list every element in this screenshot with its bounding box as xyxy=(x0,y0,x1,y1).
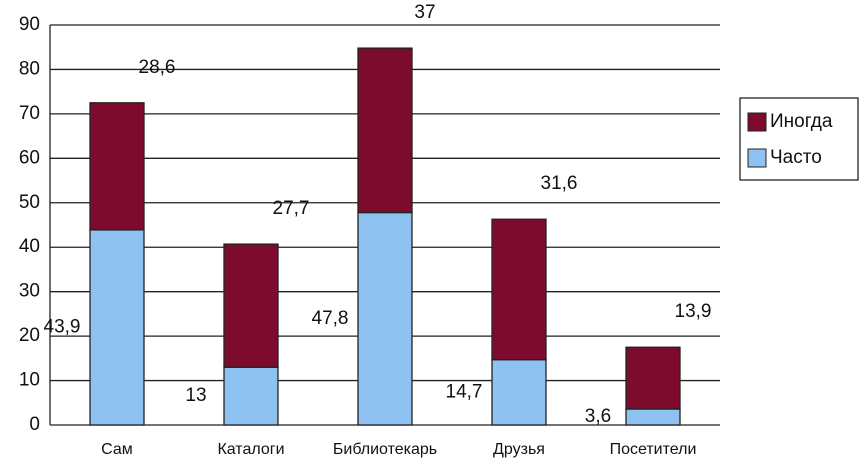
legend-swatch xyxy=(747,112,767,132)
y-tick-label: 40 xyxy=(19,236,40,257)
bar-segment xyxy=(89,229,145,426)
bar-segment xyxy=(223,243,279,368)
bar-segment xyxy=(491,359,547,426)
x-tick-label: Друзья xyxy=(493,441,545,458)
y-tick-label: 10 xyxy=(19,370,40,391)
bar-segment xyxy=(625,346,681,410)
x-tick-label: Библиотекарь xyxy=(333,441,437,458)
y-tick-label: 50 xyxy=(19,192,40,213)
value-label: 43,9 xyxy=(44,316,81,337)
value-label: 37 xyxy=(414,2,435,23)
value-label: 31,6 xyxy=(541,173,578,194)
value-label: 28,6 xyxy=(139,57,176,78)
bar-segment xyxy=(491,218,547,361)
value-label: 13 xyxy=(185,385,206,406)
value-label: 3,6 xyxy=(585,406,611,427)
y-tick-label: 20 xyxy=(19,325,40,346)
y-tick-label: 60 xyxy=(19,147,40,168)
legend-swatch xyxy=(747,148,767,168)
x-tick-label: Посетители xyxy=(610,441,697,458)
y-tick-label: 0 xyxy=(29,414,40,435)
bar-segment xyxy=(357,47,413,214)
value-label: 47,8 xyxy=(312,308,349,329)
y-tick-label: 90 xyxy=(19,14,40,35)
legend-label: Иногда xyxy=(770,111,833,132)
legend-label: Часто xyxy=(770,147,822,168)
value-label: 13,9 xyxy=(675,301,712,322)
x-tick-label: Сам xyxy=(101,441,133,458)
x-tick-label: Каталоги xyxy=(217,441,284,458)
y-tick-label: 80 xyxy=(19,58,40,79)
value-label: 27,7 xyxy=(273,198,310,219)
bar-segment xyxy=(223,366,279,426)
bar-segment xyxy=(89,102,145,231)
bar-segment xyxy=(625,408,681,426)
value-label: 14,7 xyxy=(446,381,483,402)
y-tick-label: 70 xyxy=(19,103,40,124)
bar-segment xyxy=(357,211,413,426)
y-tick-label: 30 xyxy=(19,281,40,302)
